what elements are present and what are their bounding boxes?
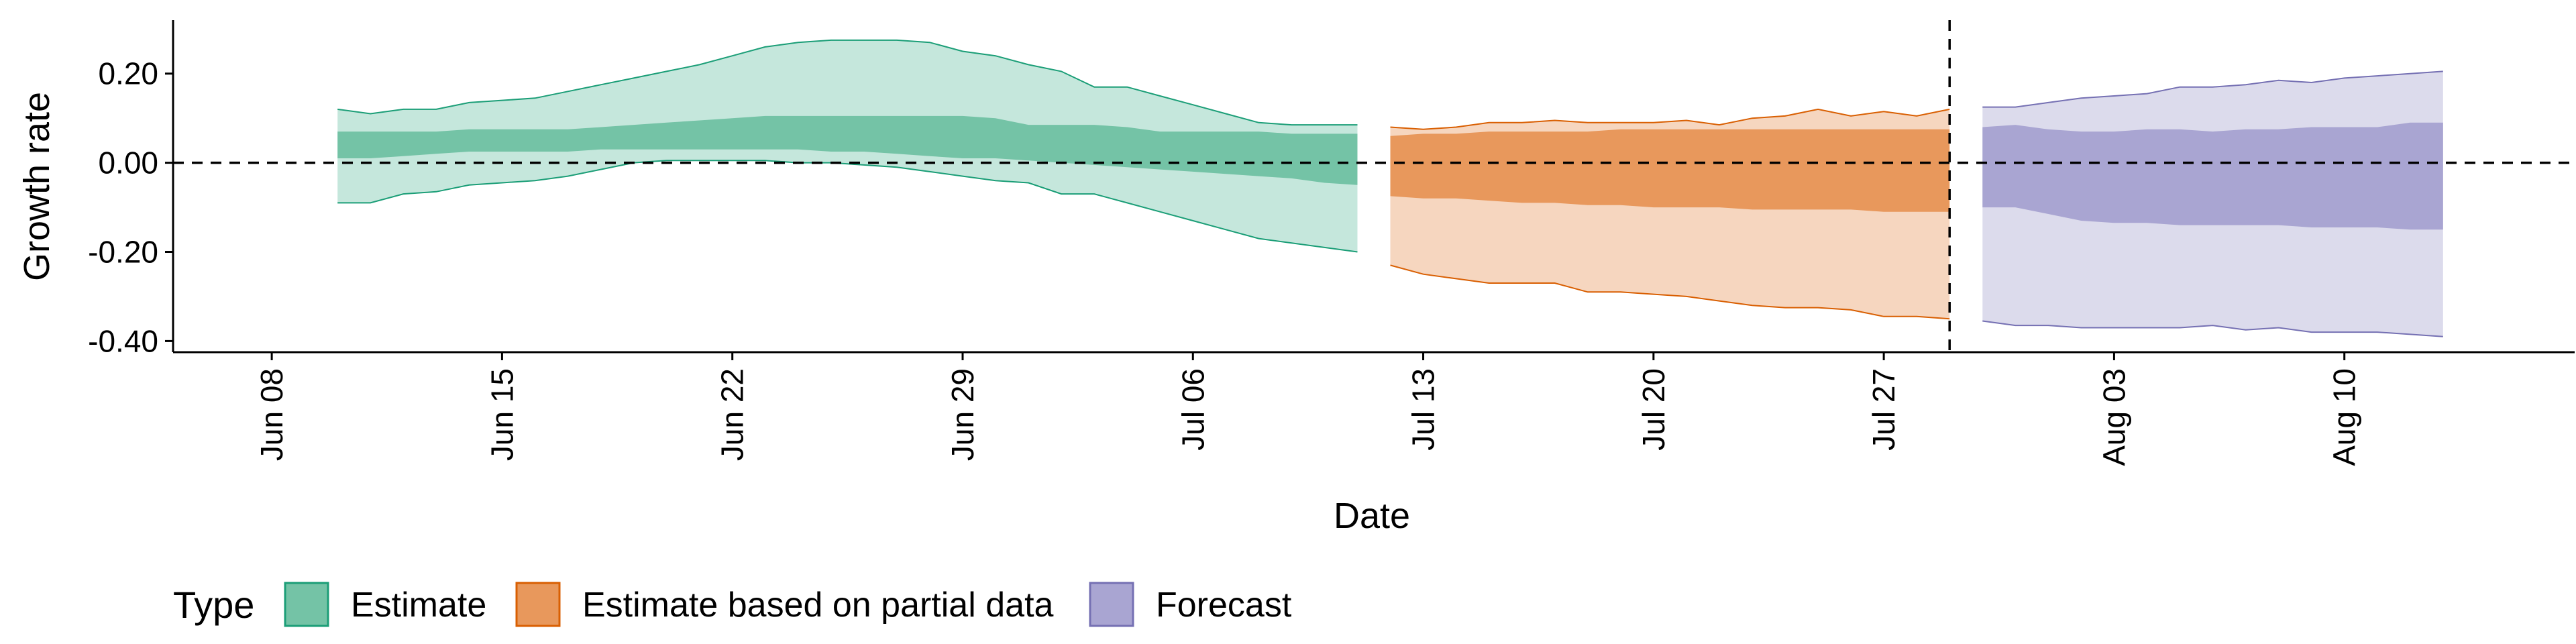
reference-lines [173,20,2575,352]
inner-interval-band [1390,129,1950,212]
inner-interval-band [337,115,1358,185]
legend-label: Forecast [1156,586,1292,625]
outer-lower-line [1982,320,2443,337]
x-tick-label: Jun 29 [945,368,980,461]
inner-interval-band [1982,122,2443,230]
legend-key [284,582,329,627]
outer-upper-line [1982,70,2443,108]
series-2 [1982,70,2443,337]
legend-title: Type [173,584,254,626]
x-tick-label: Jul 06 [1175,368,1210,451]
y-ticks: 0.20 0.00 -0.20 -0.40 [88,56,173,358]
axes [172,20,2575,354]
x-tick-label: Jul 13 [1406,368,1441,451]
legend-key [1089,582,1134,627]
series-bands [337,39,2443,337]
y-tick-label: 0.00 [98,146,158,180]
legend-key [515,582,561,627]
outer-upper-line [337,39,1358,126]
legend-label: Estimate based on partial data [582,586,1054,625]
outer-lower-line [337,160,1358,253]
y-axis-title: Growth rate [17,92,57,281]
y-tick-label: -0.40 [88,323,158,358]
x-tick-label: Jun 15 [484,368,519,461]
x-tick-label: Jul 20 [1636,368,1671,451]
legend: Type Estimate Estimate based on partial d… [173,582,1292,627]
x-tick-label: Aug 10 [2327,368,2362,466]
series-0 [337,39,1358,253]
y-tick-label: -0.20 [88,235,158,270]
y-tick-label: 0.20 [98,56,158,91]
outer-upper-line [1390,108,1950,130]
x-tick-label: Jul 27 [1866,368,1901,451]
x-ticks: Jun 08 Jun 15 Jun 22 Jun 29 Jul 06 Jul 13 Jul … [254,352,2362,466]
x-tick-label: Aug 03 [2096,368,2131,466]
outer-lower-line [1390,264,1950,320]
x-tick-label: Jun 22 [715,368,750,461]
series-1 [1390,108,1950,320]
legend-label: Estimate [351,586,486,625]
x-tick-label: Jun 08 [254,368,289,461]
x-axis-title: Date [1334,496,1410,536]
